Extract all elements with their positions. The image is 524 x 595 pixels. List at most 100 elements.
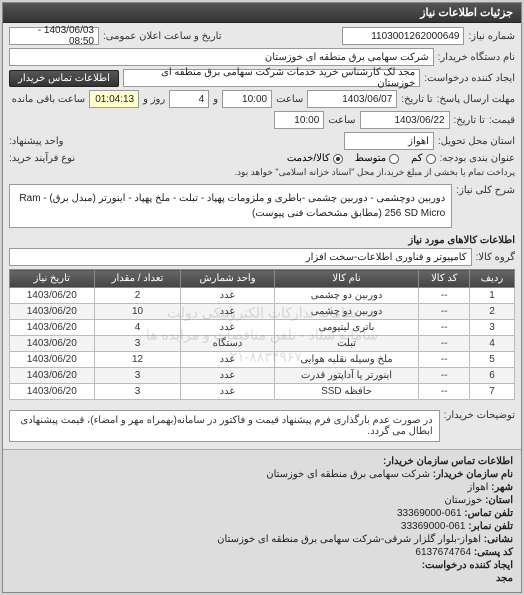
table-cell: عدد (181, 288, 274, 304)
table-cell: باتری لیتیومی (274, 320, 419, 336)
contact-header: اطلاعات تماس سازمان خریدار: (383, 456, 513, 467)
table-cell: 12 (94, 352, 181, 368)
contact-addr: اهواز-بلوار گلزار شرقی-شرکت سهامی برق من… (217, 534, 481, 545)
table-cell: دوربین دو چشمی (274, 304, 419, 320)
request-no-field: 1103001262000649 (342, 27, 465, 45)
contact-creator-label: ایجاد کننده درخواست: (422, 560, 513, 571)
table-header: کد کالا (419, 270, 470, 288)
desc-label: شرح کلی نیاز: (456, 181, 515, 196)
table-cell: عدد (181, 320, 274, 336)
time-label-1: ساعت (276, 94, 303, 105)
table-cell: 1403/06/20 (10, 288, 95, 304)
budget-radio-goods[interactable]: کالا/خدمت (287, 153, 343, 164)
table-row: 6--اینورتر یا آداپتور قدرتعدد31403/06/20 (10, 368, 515, 384)
table-cell: -- (419, 320, 470, 336)
group-field: کامپیوتر و فناوری اطلاعات-سخت افزار (9, 248, 472, 266)
contact-org-label: نام سازمان خریدار: (433, 469, 513, 480)
table-cell: 7 (470, 384, 515, 400)
goods-section-title: اطلاعات کالاهای مورد نیاز (9, 235, 515, 246)
table-cell: -- (419, 336, 470, 352)
table-row: 5--ملخ وسیله نقلیه هواییعدد121403/06/20 (10, 352, 515, 368)
table-row: 2--دوربین دو چشمیعدد101403/06/20 (10, 304, 515, 320)
table-cell: 3 (94, 336, 181, 352)
budget-radio-low[interactable]: کم (411, 153, 435, 164)
table-cell: -- (419, 384, 470, 400)
delivery-place-field: اهواز (344, 132, 434, 150)
days-unit-label: روز و (143, 94, 165, 105)
requester-label: ایجاد کننده درخواست: (424, 73, 515, 84)
table-cell: -- (419, 288, 470, 304)
and-label: و (213, 94, 218, 105)
delivery-place-label: استان محل تحویل: (438, 136, 515, 147)
table-cell: دستگاه (181, 336, 274, 352)
contact-org: شرکت سهامی برق منطقه ای خوزستان (266, 469, 430, 480)
table-cell: 1403/06/20 (10, 320, 95, 336)
table-cell: دوربین دو چشمی (274, 288, 419, 304)
table-cell: -- (419, 352, 470, 368)
table-cell: عدد (181, 304, 274, 320)
table-cell: عدد (181, 368, 274, 384)
requester-field: مجد لک کارشناس خرید خدمات شرکت سهامی برق… (123, 69, 420, 87)
group-label: گروه کالا: (476, 252, 515, 263)
budget-med-label: متوسط (355, 153, 386, 164)
table-cell: عدد (181, 384, 274, 400)
contact-city-label: شهر: (491, 482, 513, 493)
table-row: 3--باتری لیتیومیعدد41403/06/20 (10, 320, 515, 336)
budget-low-label: کم (411, 153, 422, 164)
table-cell: 6 (470, 368, 515, 384)
contact-prov: خوزستان (444, 495, 482, 506)
buyer-org-label: نام دستگاه خریدار: (438, 52, 515, 63)
table-cell: 3 (94, 368, 181, 384)
budget-radio-group: کم متوسط کالا/خدمت (287, 153, 436, 164)
buyer-org-field: شرکت سهامی برق منطقه ای خوزستان (9, 48, 434, 66)
contact-post-label: کد پستی: (474, 547, 513, 558)
table-cell: 2 (470, 304, 515, 320)
table-cell: -- (419, 304, 470, 320)
announce-label: تاریخ و ساعت اعلان عمومی: (103, 31, 222, 42)
remain-label: ساعت باقی مانده (12, 94, 85, 105)
countdown-field: 01:04:13 (89, 90, 139, 108)
table-header: نام کالا (274, 270, 419, 288)
table-cell: اینورتر یا آداپتور قدرت (274, 368, 419, 384)
contact-buyer-button[interactable]: اطلاعات تماس خریدار (9, 70, 119, 87)
table-cell: 4 (94, 320, 181, 336)
deadline-date-field: 1403/06/07 (307, 90, 397, 108)
table-header: تاریخ نیاز (10, 270, 95, 288)
price-time-field: 10:00 (274, 111, 324, 129)
days-left-field: 4 (169, 90, 209, 108)
table-header: ردیف (470, 270, 515, 288)
table-header: واحد شمارش (181, 270, 274, 288)
table-cell: 1403/06/20 (10, 352, 95, 368)
contact-fax: 061-33369000 (401, 521, 466, 532)
table-cell: ملخ وسیله نقلیه هوایی (274, 352, 419, 368)
time-label-2: ساعت (328, 115, 355, 126)
table-cell: -- (419, 368, 470, 384)
contact-tel-label: تلفن تماس: (464, 508, 513, 519)
table-cell: 1403/06/20 (10, 384, 95, 400)
table-cell: 1403/06/20 (10, 336, 95, 352)
table-cell: 3 (470, 320, 515, 336)
table-row: 1--دوربین دو چشمیعدد21403/06/20 (10, 288, 515, 304)
table-cell: 1403/06/20 (10, 304, 95, 320)
payment-note: پرداخت تمام یا بخشی از مبلغ خرید،از محل … (235, 167, 515, 178)
contact-tel: 061-33369000 (397, 508, 462, 519)
table-cell: 5 (470, 352, 515, 368)
table-cell: 2 (94, 288, 181, 304)
table-cell: 4 (470, 336, 515, 352)
table-cell: 3 (94, 384, 181, 400)
announce-field: 1403/06/03 - 08:50 (9, 27, 99, 45)
desc-field: دوربین دوچشمی - دوربین چشمی -باطری و ملز… (9, 184, 452, 228)
price-date-field: 1403/06/22 (360, 111, 450, 129)
until-label-1: تا تاریخ: (401, 94, 432, 105)
unit-label: واحد پیشنهاد: (9, 136, 63, 147)
buyer-note-field: در صورت عدم بارگذاری فرم پیشنهاد قیمت و … (9, 410, 440, 442)
contact-block: اطلاعات تماس سازمان خریدار: نام سازمان خ… (3, 449, 521, 592)
contact-creator: مجد (496, 573, 513, 584)
table-cell: تبلت (274, 336, 419, 352)
budget-radio-med[interactable]: متوسط (355, 153, 399, 164)
table-row: 4--تبلتدستگاه31403/06/20 (10, 336, 515, 352)
table-cell: حافظه SSD (274, 384, 419, 400)
budget-label: عنوان بندی بودجه: (440, 153, 515, 164)
table-cell: عدد (181, 352, 274, 368)
table-row: 7--حافظه SSDعدد31403/06/20 (10, 384, 515, 400)
